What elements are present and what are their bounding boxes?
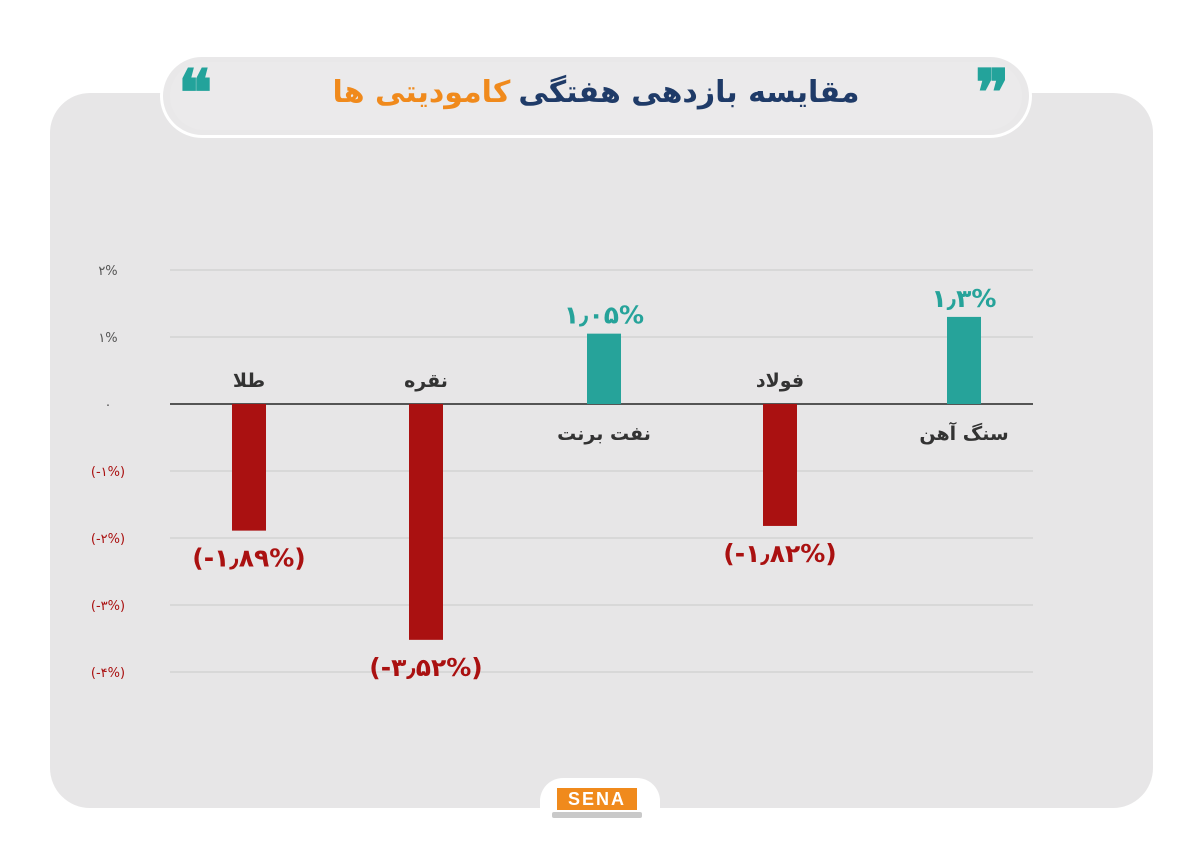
bar: [587, 333, 621, 404]
y-tick-label: (-۳%): [91, 599, 125, 614]
category-label: فولاد: [756, 370, 804, 392]
bar-value-label: ۱٫۰۵%: [564, 301, 644, 330]
logo-tagline: [552, 812, 642, 818]
bar: [232, 404, 266, 531]
title-main: مقایسه بازدهی هفتگی: [518, 74, 860, 110]
bar-value-label: ۱٫۳%: [932, 284, 997, 313]
category-label: نقره: [404, 370, 448, 392]
y-tick-label: ۰: [105, 398, 112, 413]
category-label: سنگ آهن: [919, 421, 1008, 445]
sena-logo: SENA: [557, 788, 637, 810]
bar: [763, 404, 797, 526]
bar-value-label: (-۱٫۸۲%): [723, 539, 836, 568]
y-tick-label: (-۱%): [91, 465, 125, 480]
y-tick-label: (-۲%): [91, 532, 125, 547]
bar-value-label: (-۱٫۸۹%): [192, 544, 305, 573]
bar-value-label: (-۳٫۵۲%): [369, 653, 482, 682]
category-label: طلا: [233, 370, 265, 392]
bar: [409, 404, 443, 640]
open-quote-icon: ❝: [178, 56, 213, 131]
y-tick-label: (-۴%): [91, 666, 125, 681]
chart-title: مقایسه بازدهی هفتگی کامودیتی ها: [170, 62, 1022, 122]
category-label: نفت برنت: [557, 423, 651, 445]
title-accent: کامودیتی ها: [332, 74, 511, 110]
bar: [947, 316, 981, 404]
title-inner: [170, 62, 1022, 130]
close-quote-icon: ❞: [975, 56, 1010, 131]
y-tick-label: ۲%: [98, 264, 117, 279]
y-tick-label: ۱%: [98, 331, 117, 346]
